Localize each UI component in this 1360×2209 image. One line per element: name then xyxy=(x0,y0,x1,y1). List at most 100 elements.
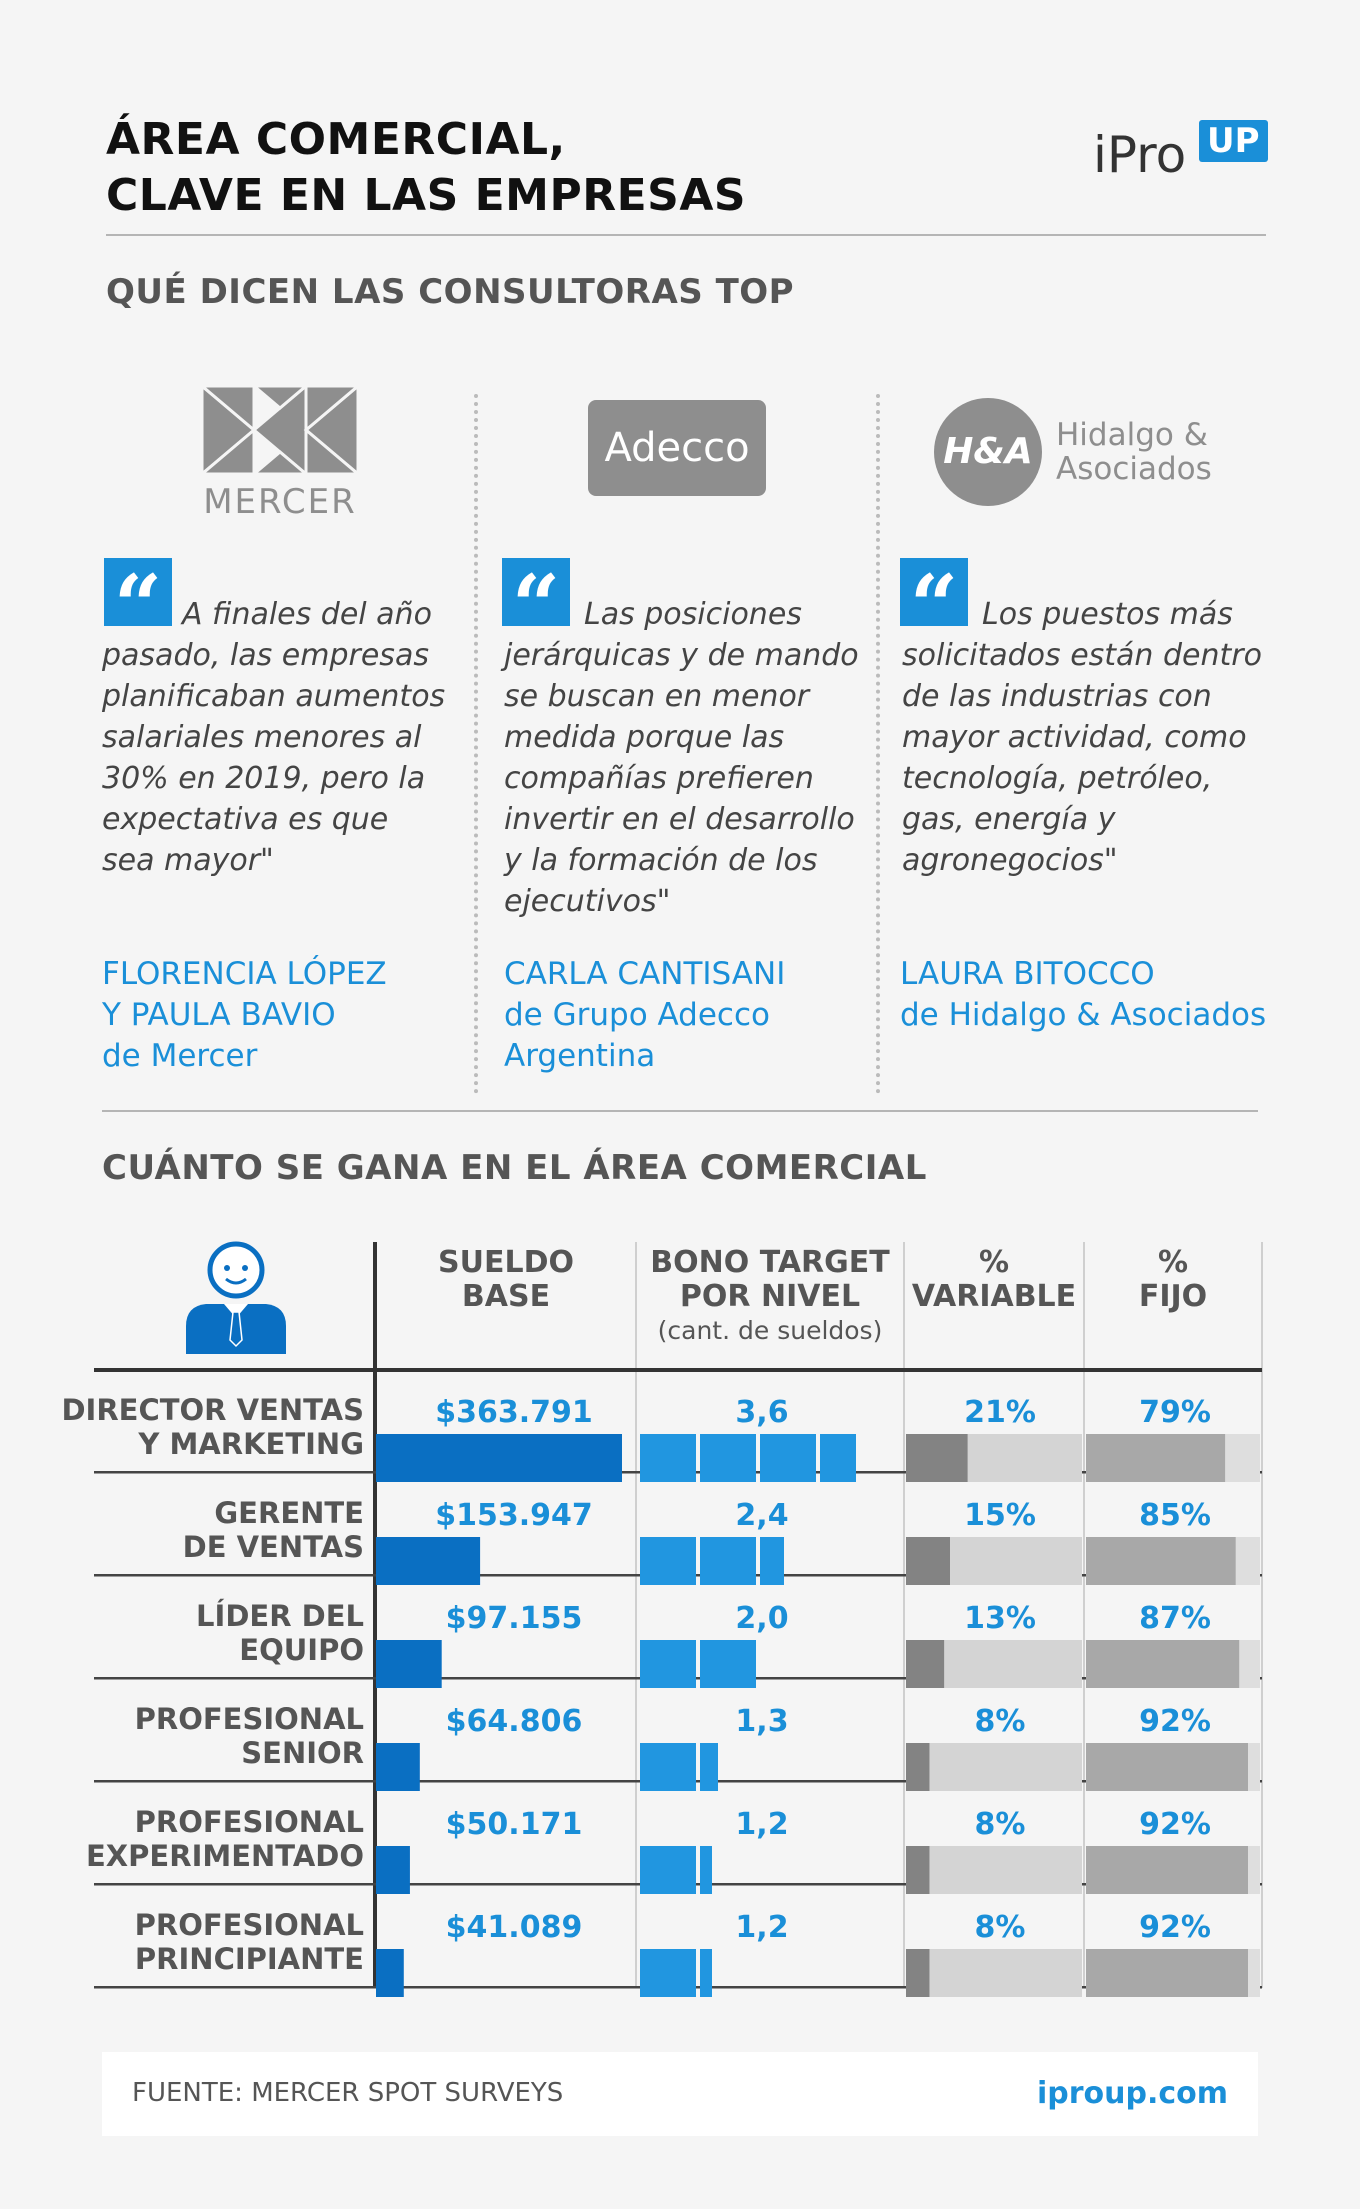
logo-up-badge: UP xyxy=(1199,120,1268,162)
sueldo-value: $64.806 xyxy=(446,1704,583,1739)
quote-hya: Los puestos más solicitados están dentro… xyxy=(902,594,1272,881)
quote-line: ejecutivos" xyxy=(504,884,671,919)
table-vline xyxy=(1083,1242,1085,1988)
row-label: PROFESIONAL xyxy=(135,1702,364,1736)
quote-line: gas, energía y xyxy=(902,802,1116,837)
source-text: FUENTE: MERCER SPOT SURVEYS xyxy=(132,2078,564,2108)
bono-value: 2,0 xyxy=(735,1601,788,1636)
quote-line: sea mayor" xyxy=(102,843,274,878)
quote-icon: “ xyxy=(900,558,968,626)
quote-line: invertir en el desarrollo xyxy=(504,802,855,837)
row-label: GERENTE xyxy=(214,1496,364,1530)
bono-bar-segment xyxy=(700,1949,712,1997)
col-header-bono: BONO TARGET POR NIVEL xyxy=(650,1245,890,1314)
site-link[interactable]: iproup.com xyxy=(1036,2076,1228,2111)
quote-line: planificaban aumentos xyxy=(102,679,446,714)
sueldo-bar xyxy=(376,1640,442,1688)
fijo-bar xyxy=(1086,1949,1249,1997)
fijo-bar xyxy=(1086,1640,1240,1688)
bono-bar-segment xyxy=(700,1743,718,1791)
sueldo-value: $363.791 xyxy=(435,1395,593,1430)
variable-bar xyxy=(906,1846,930,1894)
col-header-sueldo: SUELDO BASE xyxy=(438,1245,574,1314)
quote-line: Las posiciones xyxy=(584,597,802,632)
column-divider xyxy=(876,394,880,1094)
quote-line: y la formación de los xyxy=(504,843,818,878)
table-vline xyxy=(635,1242,637,1988)
col-header-variable: % VARIABLE xyxy=(911,1245,1077,1314)
bono-bar-segment xyxy=(700,1640,756,1688)
fijo-value: 85% xyxy=(1139,1498,1211,1533)
sueldo-value: $97.155 xyxy=(446,1601,583,1636)
iproup-logo: iPro UP xyxy=(1093,112,1273,192)
quote-icon: “ xyxy=(104,558,172,626)
bono-bar-segment xyxy=(700,1537,756,1585)
bono-bar-segment xyxy=(640,1640,696,1688)
fijo-value: 87% xyxy=(1139,1601,1211,1636)
fijo-bar xyxy=(1086,1537,1236,1585)
row-label: DIRECTOR VENTAS xyxy=(61,1393,364,1427)
table-vline xyxy=(1261,1242,1263,1988)
quote-adecco: Las posiciones jerárquicas y de mando se… xyxy=(504,594,868,922)
quote-line: solicitados están dentro xyxy=(902,638,1262,673)
fijo-bar xyxy=(1086,1743,1249,1791)
author-hya: LAURA BITOCCO de Hidalgo & Asociados xyxy=(900,956,1267,1033)
footer: FUENTE: MERCER SPOT SURVEYS iproup.com xyxy=(102,2052,1258,2136)
quote-line: compañías prefieren xyxy=(504,761,814,796)
sueldo-value: $153.947 xyxy=(435,1498,593,1533)
quote-mercer: A finales del año pasado, las empresas p… xyxy=(102,594,462,881)
variable-value: 8% xyxy=(975,1704,1026,1739)
bono-bar-segment xyxy=(640,1537,696,1585)
variable-bar xyxy=(906,1537,950,1585)
author-adecco: CARLA CANTISANI de Grupo Adecco Argentin… xyxy=(504,956,786,1074)
sueldo-bar xyxy=(376,1537,481,1585)
quote-line: expectativa es que xyxy=(102,802,389,837)
row-label: PRINCIPIANTE xyxy=(135,1942,364,1976)
row-label: LÍDER DEL xyxy=(196,1599,364,1633)
salarios-heading: CUÁNTO SE GANA EN EL ÁREA COMERCIAL xyxy=(102,1148,927,1188)
variable-bar xyxy=(906,1434,968,1482)
mercer-logo-text: MERCER xyxy=(203,482,357,522)
row-label: SENIOR xyxy=(241,1736,364,1770)
sueldo-value: $50.171 xyxy=(446,1807,583,1842)
quote-line: se buscan en menor xyxy=(504,679,810,714)
fijo-value: 92% xyxy=(1139,1704,1211,1739)
quote-line: medida porque las xyxy=(504,720,785,755)
quote-line: de las industrias con xyxy=(902,679,1212,714)
table-vline xyxy=(373,1242,377,1988)
bono-bar-segment xyxy=(820,1434,856,1482)
variable-value: 13% xyxy=(964,1601,1036,1636)
row-label: EQUIPO xyxy=(239,1633,364,1667)
sueldo-bar xyxy=(376,1846,410,1894)
consultoras-heading: QUÉ DICEN LAS CONSULTORAS TOP xyxy=(106,272,795,312)
bono-bar-segment xyxy=(640,1434,696,1482)
bono-value: 1,3 xyxy=(735,1704,788,1739)
row-label: EXPERIMENTADO xyxy=(86,1839,364,1873)
quote-line: pasado, las empresas xyxy=(102,638,429,673)
quote-line: Los puestos más xyxy=(982,597,1233,632)
row-label: DE VENTAS xyxy=(183,1530,364,1564)
variable-value: 15% xyxy=(964,1498,1036,1533)
author-mercer: FLORENCIA LÓPEZ Y PAULA BAVIO de Mercer xyxy=(102,956,387,1074)
bono-bar-segment xyxy=(640,1743,696,1791)
bono-value: 3,6 xyxy=(735,1395,788,1430)
header-divider xyxy=(106,234,1266,236)
sueldo-bar xyxy=(376,1743,420,1791)
fijo-value: 92% xyxy=(1139,1910,1211,1945)
bono-value: 1,2 xyxy=(735,1807,788,1842)
bono-value: 2,4 xyxy=(735,1498,788,1533)
page-title: ÁREA COMERCIAL, CLAVE EN LAS EMPRESAS xyxy=(106,114,747,221)
bono-bar-segment xyxy=(760,1537,784,1585)
variable-value: 8% xyxy=(975,1807,1026,1842)
quote-line: mayor actividad, como xyxy=(902,720,1247,755)
sueldo-bar xyxy=(376,1949,404,1997)
quote-line: A finales del año xyxy=(182,597,432,632)
variable-bar-track xyxy=(906,1743,1082,1791)
fijo-bar xyxy=(1086,1434,1226,1482)
bono-bar-segment xyxy=(640,1846,696,1894)
variable-value: 21% xyxy=(964,1395,1036,1430)
section-divider xyxy=(102,1110,1258,1112)
hya-logo-text: Hidalgo & Asociados xyxy=(1056,417,1212,487)
variable-bar xyxy=(906,1743,930,1791)
